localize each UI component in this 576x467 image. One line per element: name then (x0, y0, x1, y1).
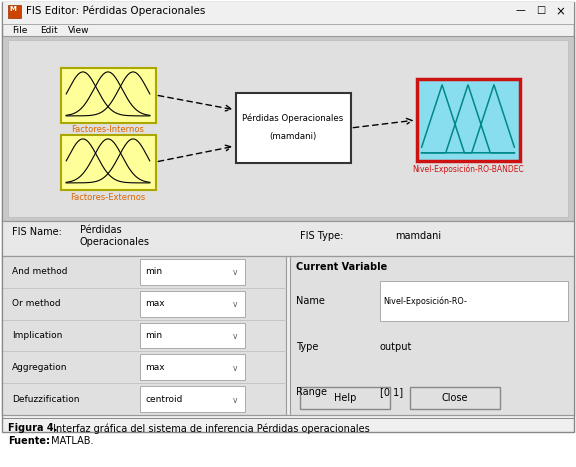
Text: v: v (233, 269, 237, 277)
Text: v: v (233, 396, 237, 404)
FancyBboxPatch shape (60, 68, 156, 122)
FancyBboxPatch shape (140, 354, 245, 380)
Text: ×: × (555, 5, 565, 18)
Text: View: View (68, 26, 89, 35)
Text: Current Variable: Current Variable (296, 262, 387, 272)
Text: Nivel-Exposición-RO-: Nivel-Exposición-RO- (383, 296, 467, 305)
FancyBboxPatch shape (416, 79, 520, 161)
FancyBboxPatch shape (2, 221, 574, 256)
Text: max: max (145, 363, 165, 372)
Text: Fuente:: Fuente: (8, 436, 50, 446)
Text: Figura 4.: Figura 4. (8, 423, 58, 433)
Text: min: min (145, 268, 162, 276)
Text: (mamdani): (mamdani) (270, 132, 317, 141)
Text: Or method: Or method (12, 299, 60, 308)
Text: And method: And method (12, 268, 67, 276)
FancyBboxPatch shape (8, 5, 21, 18)
Text: mamdani: mamdani (395, 231, 441, 241)
FancyBboxPatch shape (300, 387, 390, 409)
FancyBboxPatch shape (140, 291, 245, 317)
Text: Type: Type (296, 341, 319, 352)
Text: Edit: Edit (40, 26, 58, 35)
Text: centroid: centroid (145, 395, 183, 403)
FancyBboxPatch shape (60, 134, 156, 190)
FancyBboxPatch shape (2, 2, 574, 432)
Text: Interfaz gráfica del sistema de inferencia Pérdidas operacionales: Interfaz gráfica del sistema de inferenc… (50, 423, 370, 433)
FancyBboxPatch shape (140, 323, 245, 348)
Text: Range: Range (296, 387, 327, 397)
Text: min: min (145, 331, 162, 340)
FancyBboxPatch shape (2, 36, 574, 221)
Text: Aggregation: Aggregation (12, 363, 67, 372)
Text: Pérdidas Operacionales: Pérdidas Operacionales (242, 113, 344, 123)
FancyBboxPatch shape (8, 40, 568, 217)
Text: MATLAB.: MATLAB. (48, 436, 93, 446)
Text: Operacionales: Operacionales (80, 237, 150, 247)
FancyBboxPatch shape (380, 281, 568, 321)
FancyBboxPatch shape (290, 256, 574, 415)
Text: FIS Name:: FIS Name: (12, 227, 62, 237)
FancyBboxPatch shape (140, 386, 245, 412)
Text: [0 1]: [0 1] (380, 387, 403, 397)
Text: FIS Editor: Pérdidas Operacionales: FIS Editor: Pérdidas Operacionales (26, 5, 206, 15)
Text: v: v (233, 300, 237, 309)
Text: v: v (233, 332, 237, 341)
Text: —: — (515, 5, 525, 15)
Text: v: v (233, 364, 237, 373)
FancyBboxPatch shape (2, 2, 574, 24)
Text: Nivel-Exposición-RO-BANDEC: Nivel-Exposición-RO-BANDEC (412, 164, 524, 174)
Text: Close: Close (442, 393, 468, 403)
Text: Implication: Implication (12, 331, 62, 340)
Text: Help: Help (334, 393, 356, 403)
FancyBboxPatch shape (2, 256, 286, 415)
FancyBboxPatch shape (236, 93, 351, 163)
Text: File: File (12, 26, 28, 35)
Text: max: max (145, 299, 165, 308)
Text: Defuzzification: Defuzzification (12, 395, 79, 403)
Text: Factores-Externos: Factores-Externos (70, 192, 146, 201)
Text: FIS Type:: FIS Type: (300, 231, 343, 241)
Text: Factores-Internos: Factores-Internos (71, 126, 145, 134)
Text: □: □ (536, 5, 545, 15)
Text: Pérdidas: Pérdidas (80, 225, 122, 235)
FancyBboxPatch shape (140, 259, 245, 285)
Text: Name: Name (296, 296, 325, 306)
Text: M: M (9, 6, 16, 12)
FancyBboxPatch shape (410, 387, 500, 409)
Text: output: output (380, 341, 412, 352)
